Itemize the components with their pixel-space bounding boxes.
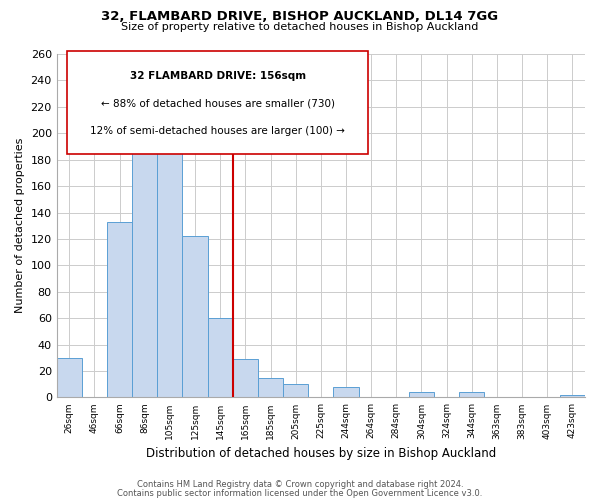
Bar [283, 384, 308, 398]
Bar [208, 318, 233, 398]
Text: 32, FLAMBARD DRIVE, BISHOP AUCKLAND, DL14 7GG: 32, FLAMBARD DRIVE, BISHOP AUCKLAND, DL1… [101, 10, 499, 23]
X-axis label: Distribution of detached houses by size in Bishop Auckland: Distribution of detached houses by size … [146, 447, 496, 460]
Bar [233, 359, 258, 398]
Text: 32 FLAMBARD DRIVE: 156sqm: 32 FLAMBARD DRIVE: 156sqm [130, 71, 306, 81]
Bar [132, 124, 157, 398]
Bar [560, 395, 585, 398]
Y-axis label: Number of detached properties: Number of detached properties [15, 138, 25, 314]
Bar [459, 392, 484, 398]
Bar [56, 358, 82, 398]
Text: ← 88% of detached houses are smaller (730): ← 88% of detached houses are smaller (73… [101, 98, 335, 108]
Bar [409, 392, 434, 398]
Bar [157, 130, 182, 398]
Bar [107, 222, 132, 398]
Bar [334, 387, 359, 398]
Text: Contains HM Land Registry data © Crown copyright and database right 2024.: Contains HM Land Registry data © Crown c… [137, 480, 463, 489]
Text: 12% of semi-detached houses are larger (100) →: 12% of semi-detached houses are larger (… [91, 126, 345, 136]
Text: Size of property relative to detached houses in Bishop Auckland: Size of property relative to detached ho… [121, 22, 479, 32]
FancyBboxPatch shape [67, 50, 368, 154]
Bar [182, 236, 208, 398]
Bar [258, 378, 283, 398]
Text: Contains public sector information licensed under the Open Government Licence v3: Contains public sector information licen… [118, 489, 482, 498]
